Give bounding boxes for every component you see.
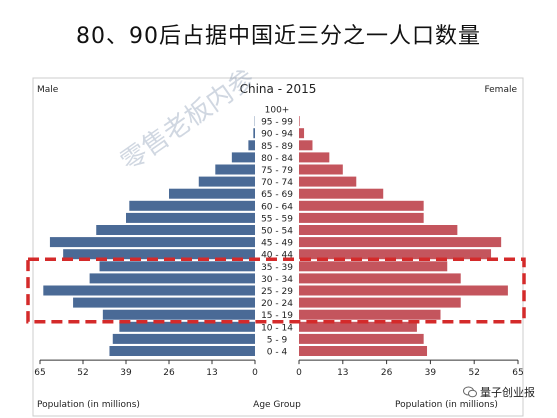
age-group-label: 55 - 59 — [261, 214, 293, 224]
x-tick-label: 39 — [120, 368, 132, 378]
x-tick-label: 65 — [34, 368, 45, 378]
age-group-label: 10 - 14 — [261, 323, 293, 333]
male-bar — [112, 333, 256, 344]
x-axis-label-left: Population (in millions) — [37, 400, 140, 410]
male-bar — [198, 176, 255, 187]
male-bar — [231, 152, 255, 163]
x-tick-label: 26 — [163, 368, 175, 378]
male-bar — [73, 297, 255, 308]
x-tick-label: 52 — [468, 368, 479, 378]
age-group-label: 35 - 39 — [261, 263, 293, 273]
x-tick-label: 26 — [381, 368, 393, 378]
male-bar — [109, 346, 255, 356]
age-group-label: 0 - 4 — [267, 348, 288, 358]
female-bar — [299, 261, 448, 272]
x-axis-label-right: Population (in millions) — [395, 400, 498, 410]
x-tick-label: 13 — [337, 368, 348, 378]
female-bar — [299, 164, 343, 175]
brand-credit: 量子创业报 — [463, 384, 535, 400]
female-bar — [299, 116, 300, 127]
x-tick-label: 65 — [512, 368, 523, 378]
female-bar — [299, 212, 424, 223]
female-bar — [299, 249, 492, 260]
age-group-label: 45 - 49 — [261, 239, 293, 249]
female-bar — [299, 128, 305, 139]
female-bar — [299, 188, 384, 199]
male-bar — [169, 188, 255, 199]
male-bar — [89, 273, 255, 284]
male-bar — [129, 200, 255, 211]
female-bar — [299, 225, 458, 235]
female-label: Female — [484, 85, 517, 95]
male-bar — [215, 164, 255, 175]
female-bar — [299, 140, 313, 151]
female-bar — [299, 285, 508, 296]
female-bar — [299, 273, 461, 284]
center-axis-label: Age Group — [253, 400, 301, 410]
age-group-label: 80 - 84 — [261, 154, 293, 164]
male-bar — [43, 285, 255, 296]
male-bar — [99, 261, 256, 272]
x-tick-label: 39 — [425, 368, 437, 378]
age-group-label: 60 - 64 — [261, 202, 293, 212]
age-group-label: 15 - 19 — [261, 311, 293, 321]
female-bar — [299, 333, 424, 344]
brand-name: 量子创业报 — [480, 386, 535, 399]
age-group-label: 85 - 89 — [261, 142, 293, 152]
highlight-dashed-box — [26, 257, 526, 324]
age-group-label: 95 - 99 — [261, 118, 293, 128]
female-bar — [299, 321, 417, 332]
x-tick-label: 0 — [252, 368, 258, 378]
female-bar — [299, 176, 357, 187]
female-bar — [299, 152, 330, 163]
male-bar — [96, 225, 255, 235]
age-group-label: 40 - 44 — [261, 251, 293, 261]
age-group-label: 65 - 69 — [261, 190, 293, 200]
x-tick-label: 13 — [206, 368, 217, 378]
age-group-label: 30 - 34 — [261, 275, 293, 285]
chart-title: China - 2015 — [240, 82, 317, 96]
age-group-label: 5 - 9 — [267, 335, 288, 345]
x-tick-label: 52 — [77, 368, 88, 378]
page-title: 80、90后占据中国近三分之一人口数量 — [76, 24, 481, 49]
male-bar — [49, 237, 255, 248]
male-bar — [248, 140, 255, 151]
female-bar — [299, 346, 428, 356]
age-group-label: 70 - 74 — [261, 178, 293, 188]
male-bar — [63, 249, 256, 260]
male-bar — [126, 212, 255, 223]
male-bar — [119, 321, 255, 332]
female-bar — [299, 237, 502, 248]
age-group-label: 90 - 94 — [261, 130, 293, 140]
age-group-label: 100+ — [265, 106, 290, 116]
male-bar — [102, 309, 255, 320]
age-group-label: 75 - 79 — [261, 166, 293, 176]
wechat-icon — [463, 386, 477, 398]
male-bar — [253, 128, 255, 139]
female-bar — [299, 297, 461, 308]
age-group-label: 20 - 24 — [261, 299, 293, 309]
age-group-label: 50 - 54 — [261, 227, 293, 237]
female-bar — [299, 200, 424, 211]
male-label: Male — [37, 85, 59, 95]
age-group-label: 25 - 29 — [261, 287, 293, 297]
x-tick-label: 0 — [296, 368, 302, 378]
female-bar — [299, 309, 441, 320]
